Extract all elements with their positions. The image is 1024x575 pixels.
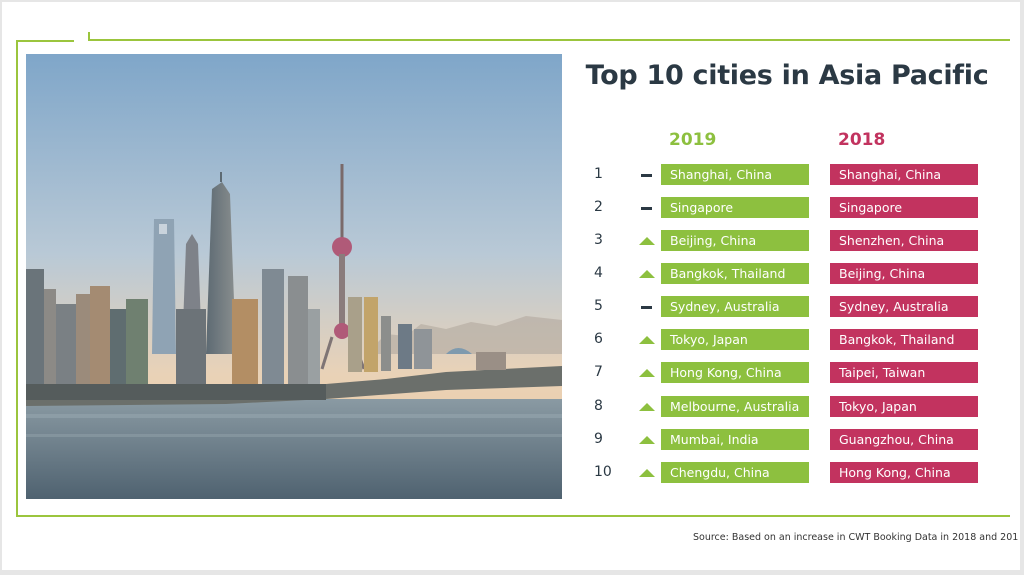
table-row: 6 Tokyo, Japan Bangkok, Thailand xyxy=(0,329,1024,351)
city-2019-cell: Mumbai, India xyxy=(661,429,809,450)
up-triangle-icon xyxy=(638,233,656,249)
table-row: 5 Sydney, Australia Sydney, Australia xyxy=(0,296,1024,318)
city-2019-cell: Singapore xyxy=(661,197,809,218)
city-2019-cell: Hong Kong, China xyxy=(661,362,809,383)
up-triangle-icon xyxy=(638,332,656,348)
table-row: 8 Melbourne, Australia Tokyo, Japan xyxy=(0,396,1024,418)
city-2019-cell: Bangkok, Thailand xyxy=(661,263,809,284)
rank-number: 1 xyxy=(594,166,603,182)
city-2019-cell: Chengdu, China xyxy=(661,462,809,483)
city-2019-cell: Sydney, Australia xyxy=(661,296,809,317)
up-triangle-icon xyxy=(638,399,656,415)
up-triangle-icon xyxy=(638,266,656,282)
no-change-dash-icon xyxy=(638,299,656,315)
city-2018-cell: Bangkok, Thailand xyxy=(830,329,978,350)
frame-line-top-left xyxy=(16,40,74,42)
shanghai-skyline-photo xyxy=(26,54,562,499)
rank-number: 6 xyxy=(594,331,603,347)
page-title: Top 10 cities in Asia Pacific xyxy=(585,60,989,91)
city-2019-cell: Tokyo, Japan xyxy=(661,329,809,350)
frame-line-bottom xyxy=(16,515,1010,517)
rank-number: 8 xyxy=(594,398,603,414)
frame-line-top xyxy=(88,39,1010,41)
city-2018-cell: Shenzhen, China xyxy=(830,230,978,251)
city-2018-cell: Singapore xyxy=(830,197,978,218)
table-row: 3 Beijing, China Shenzhen, China xyxy=(0,230,1024,252)
no-change-dash-icon xyxy=(638,167,656,183)
table-row: 1 Shanghai, China Shanghai, China xyxy=(0,164,1024,186)
city-2018-cell: Sydney, Australia xyxy=(830,296,978,317)
rank-number: 7 xyxy=(594,364,603,380)
up-triangle-icon xyxy=(638,465,656,481)
source-note: Source: Based on an increase in CWT Book… xyxy=(693,532,1019,543)
city-2019-cell: Beijing, China xyxy=(661,230,809,251)
city-2018-cell: Hong Kong, China xyxy=(830,462,978,483)
table-row: 7 Hong Kong, China Taipei, Taiwan xyxy=(0,362,1024,384)
table-row: 2 Singapore Singapore xyxy=(0,197,1024,219)
no-change-dash-icon xyxy=(638,200,656,216)
column-header-2019: 2019 xyxy=(669,130,717,150)
frame-tick xyxy=(88,32,90,41)
table-row: 4 Bangkok, Thailand Beijing, China xyxy=(0,263,1024,285)
column-header-2018: 2018 xyxy=(838,130,886,150)
city-2019-cell: Shanghai, China xyxy=(661,164,809,185)
city-2018-cell: Tokyo, Japan xyxy=(830,396,978,417)
up-triangle-icon xyxy=(638,365,656,381)
rank-number: 5 xyxy=(594,298,603,314)
rank-number: 3 xyxy=(594,232,603,248)
city-2019-cell: Melbourne, Australia xyxy=(661,396,809,417)
up-triangle-icon xyxy=(638,432,656,448)
city-2018-cell: Shanghai, China xyxy=(830,164,978,185)
table-row: 9 Mumbai, India Guangzhou, China xyxy=(0,429,1024,451)
rank-number: 4 xyxy=(594,265,603,281)
frame-line-left xyxy=(16,40,18,516)
rank-number: 10 xyxy=(594,464,612,480)
rank-number: 2 xyxy=(594,199,603,215)
rank-number: 9 xyxy=(594,431,603,447)
city-2018-cell: Beijing, China xyxy=(830,263,978,284)
city-2018-cell: Guangzhou, China xyxy=(830,429,978,450)
table-row: 10 Chengdu, China Hong Kong, China xyxy=(0,462,1024,484)
city-2018-cell: Taipei, Taiwan xyxy=(830,362,978,383)
